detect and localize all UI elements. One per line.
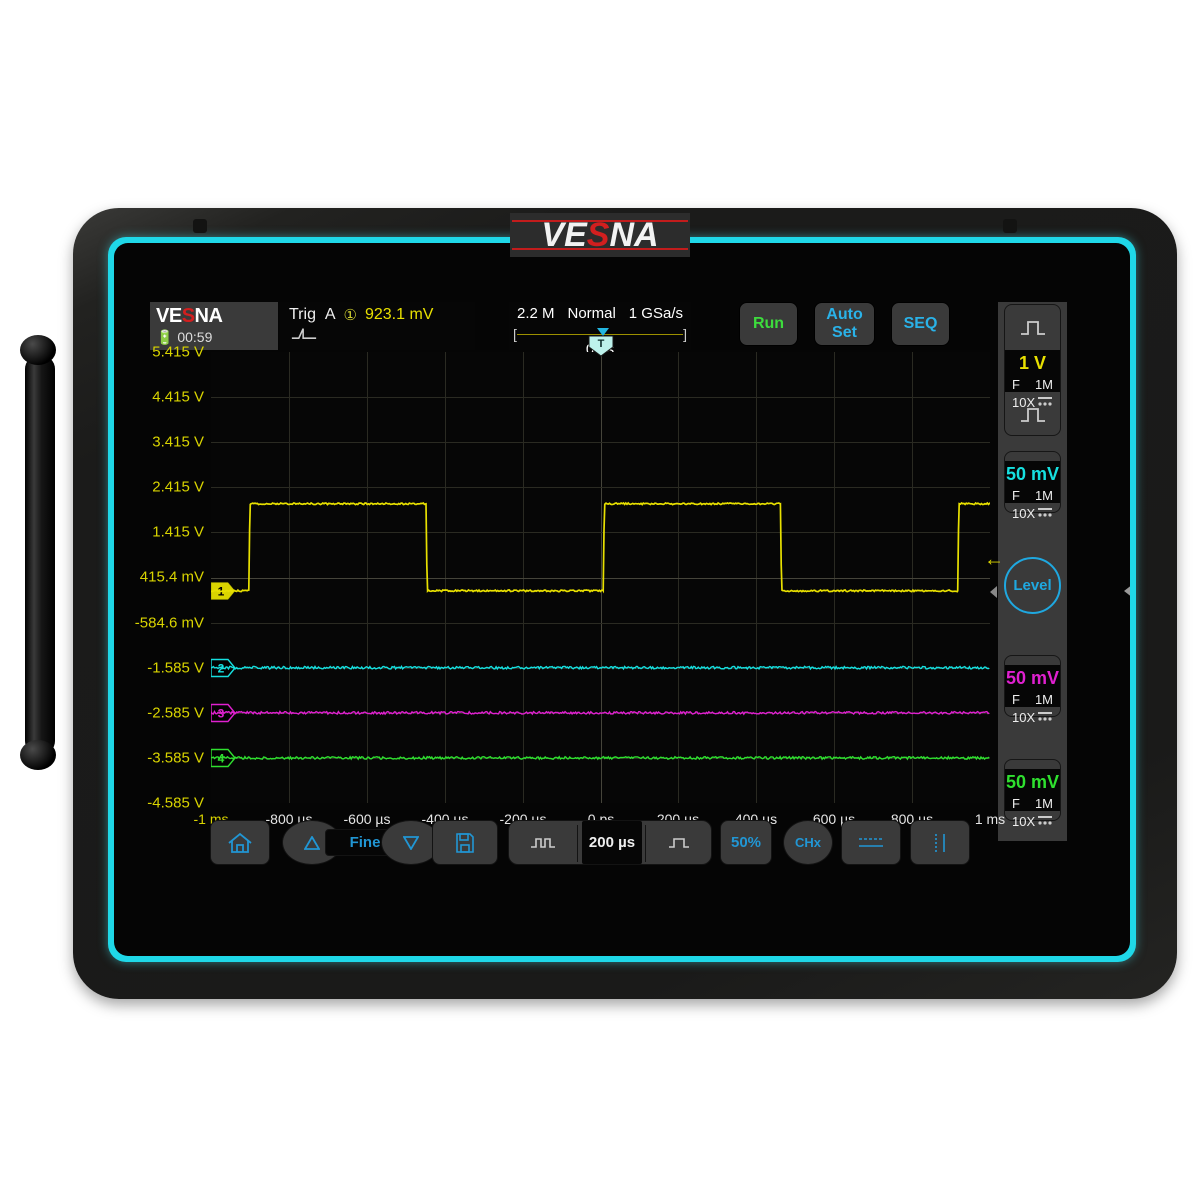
svg-text:T: T [597,338,604,350]
